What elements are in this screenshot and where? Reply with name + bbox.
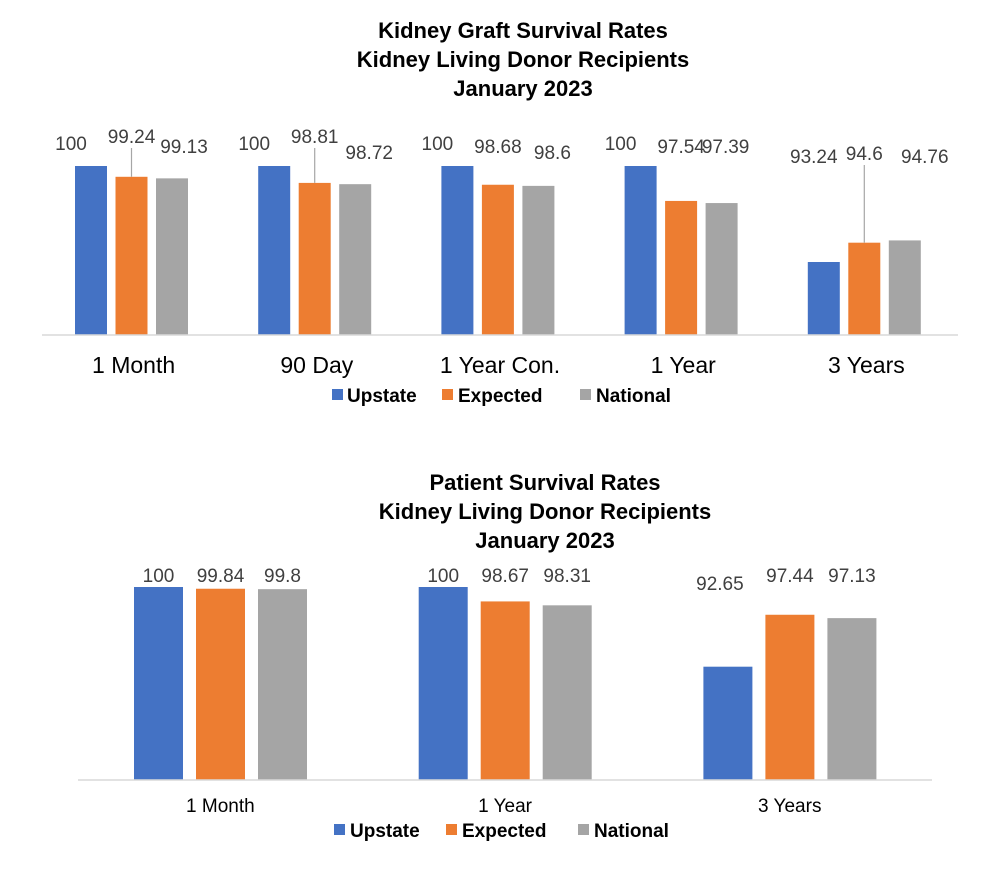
chart2-legend: Upstate Expected National xyxy=(334,821,669,842)
chart2-data-labels: 100 99.84 99.8 100 98.67 98.31 92.65 97.44 97.13 xyxy=(143,566,876,595)
chart1-title-line1: Kidney Graft Survival Rates xyxy=(378,18,668,43)
category-label-3-years: 3 Years xyxy=(758,796,821,817)
chart2-legend-national-label: National xyxy=(594,821,669,842)
data-label-expected-1-month: 99.84 xyxy=(197,566,245,587)
bar-expected-1-month xyxy=(115,176,148,335)
bar-upstate-90-day xyxy=(258,166,291,335)
bar-upstate-1-year xyxy=(418,587,468,780)
chart1-legend-expected-swatch xyxy=(442,389,453,400)
chart1-data-labels: 100 99.24 99.13 100 98.81 98.72 100 98.68 98.6 10… xyxy=(55,127,948,168)
category-label-1-year-con: 1 Year Con. xyxy=(440,352,560,378)
data-label-national-1-month: 99.8 xyxy=(264,566,301,587)
chart1-title-line2: Kidney Living Donor Recipients xyxy=(357,47,689,72)
chart1-legend-upstate-label: Upstate xyxy=(347,386,417,407)
bar-national-1-year xyxy=(705,203,738,335)
data-label-upstate-1-year: 100 xyxy=(605,134,637,155)
data-label-upstate-1-month: 100 xyxy=(143,566,175,587)
chart2-title-line3: January 2023 xyxy=(475,528,614,553)
chart1-title-line3: January 2023 xyxy=(453,76,592,101)
bar-upstate-1-month xyxy=(75,166,107,335)
chart1-bars xyxy=(75,166,921,335)
category-label-1-month: 1 Month xyxy=(186,796,255,817)
data-label-expected-1-year-con: 98.68 xyxy=(474,137,522,158)
data-label-expected-1-year: 98.67 xyxy=(481,566,529,587)
graft-survival-chart: Kidney Graft Survival Rates Kidney Livin… xyxy=(42,18,958,407)
chart2-category-labels: 1 Month 1 Year 3 Years xyxy=(186,796,821,817)
data-label-expected-1-month: 99.24 xyxy=(108,127,156,148)
bar-national-1-year-con xyxy=(522,185,555,335)
bar-national-3-years xyxy=(888,240,921,335)
data-label-expected-3-years: 94.6 xyxy=(846,144,883,165)
data-label-national-3-years: 97.13 xyxy=(828,566,876,587)
bar-expected-3-years xyxy=(765,614,815,780)
bar-upstate-3-years xyxy=(807,262,840,335)
data-label-national-1-month: 99.13 xyxy=(160,137,208,158)
data-label-upstate-1-year-con: 100 xyxy=(422,134,454,155)
chart2-legend-expected-swatch xyxy=(446,824,457,835)
chart2-title-line2: Kidney Living Donor Recipients xyxy=(379,499,711,524)
data-label-national-3-years: 94.76 xyxy=(901,147,949,168)
bar-expected-1-year-con xyxy=(481,184,514,335)
data-label-upstate-3-years: 93.24 xyxy=(790,147,838,168)
bar-expected-90-day xyxy=(298,182,331,335)
category-label-1-year: 1 Year xyxy=(651,352,717,378)
bar-upstate-1-month xyxy=(134,587,183,780)
data-label-national-1-year: 97.39 xyxy=(702,137,750,158)
chart1-legend-national-swatch xyxy=(580,389,591,400)
chart2-title-line1: Patient Survival Rates xyxy=(429,470,660,495)
bar-national-90-day xyxy=(339,184,372,335)
bar-upstate-1-year-con xyxy=(441,166,474,335)
data-label-national-1-year-con: 98.6 xyxy=(534,143,571,164)
bar-expected-3-years xyxy=(848,242,881,335)
data-label-national-1-year: 98.31 xyxy=(543,566,591,587)
chart1-legend-expected-label: Expected xyxy=(458,386,542,407)
data-label-upstate-3-years: 92.65 xyxy=(696,574,744,595)
chart2-legend-expected-label: Expected xyxy=(462,821,546,842)
chart2-legend-upstate-swatch xyxy=(334,824,345,835)
data-label-upstate-90-day: 100 xyxy=(238,134,270,155)
bar-national-1-year xyxy=(542,605,592,780)
chart2-legend-national-swatch xyxy=(578,824,589,835)
bar-upstate-3-years xyxy=(703,666,753,780)
data-label-upstate-1-month: 100 xyxy=(55,134,87,155)
bar-national-1-month xyxy=(258,589,307,780)
data-label-expected-3-years: 97.44 xyxy=(766,566,814,587)
data-label-expected-90-day: 98.81 xyxy=(291,127,339,148)
bar-expected-1-month xyxy=(196,588,245,780)
chart1-legend: Upstate Expected National xyxy=(332,386,671,407)
chart2-bars xyxy=(134,587,877,780)
bar-upstate-1-year xyxy=(624,166,657,335)
data-label-expected-1-year: 97.54 xyxy=(657,137,705,158)
chart1-category-labels: 1 Month 90 Day 1 Year Con. 1 Year 3 Years xyxy=(92,352,905,378)
bar-national-3-years xyxy=(827,618,877,780)
chart1-legend-upstate-swatch xyxy=(332,389,343,400)
data-label-upstate-1-year: 100 xyxy=(427,566,459,587)
bar-expected-1-year xyxy=(665,200,698,335)
category-label-3-years: 3 Years xyxy=(828,352,905,378)
category-label-1-year: 1 Year xyxy=(478,796,533,817)
chart1-legend-national-label: National xyxy=(596,386,671,407)
category-label-90-day: 90 Day xyxy=(280,352,353,378)
bar-expected-1-year xyxy=(480,601,530,780)
patient-survival-chart: Patient Survival Rates Kidney Living Don… xyxy=(78,470,932,842)
chart2-legend-upstate-label: Upstate xyxy=(350,821,420,842)
bar-national-1-month xyxy=(156,178,188,335)
category-label-1-month: 1 Month xyxy=(92,352,175,378)
data-label-national-90-day: 98.72 xyxy=(345,143,393,164)
chart1-leader-lines xyxy=(130,148,865,243)
